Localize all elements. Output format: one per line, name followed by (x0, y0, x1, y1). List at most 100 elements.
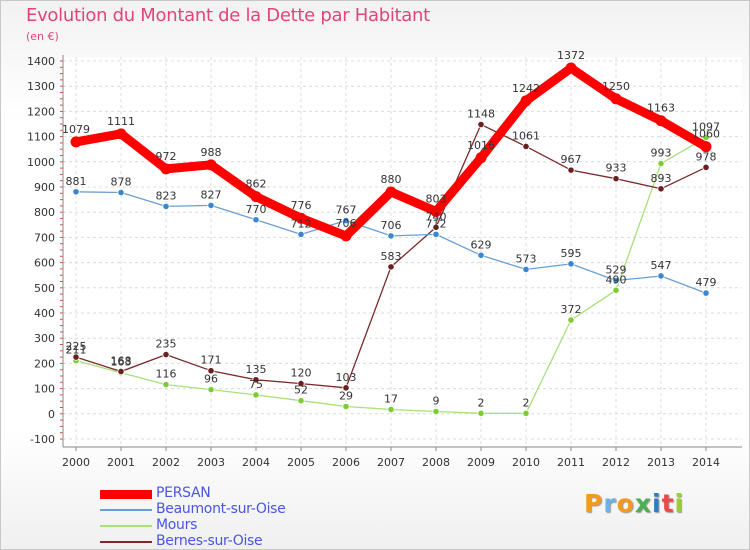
data-label: 1061 (512, 129, 540, 142)
legend-swatch (100, 541, 152, 543)
y-tick-label: 500 (34, 282, 55, 295)
data-point (432, 230, 440, 238)
data-point (432, 407, 440, 416)
data-point (612, 175, 620, 183)
data-point (612, 286, 620, 294)
data-point (342, 384, 350, 392)
x-tick-label: 2011 (557, 456, 585, 469)
legend-swatch (100, 490, 152, 499)
data-point (520, 95, 532, 107)
data-point (522, 409, 530, 417)
data-point (567, 316, 575, 324)
data-point (252, 216, 260, 224)
y-tick-label: 100 (34, 383, 55, 396)
x-tick-label: 2003 (197, 456, 225, 469)
plot-area (62, 57, 742, 443)
legend-item-bernes-sur-oise[interactable]: Bernes-sur-Oise (100, 533, 360, 550)
y-tick-label: 200 (34, 357, 55, 370)
data-point (702, 133, 710, 141)
data-label: 770 (246, 203, 267, 216)
data-label: 96 (204, 373, 218, 386)
data-point (565, 62, 577, 74)
logo-letter: t (661, 489, 675, 518)
data-label: 880 (381, 173, 402, 186)
data-point (162, 202, 170, 211)
legend-item-beaumont-sur-oise[interactable]: Beaumont-sur-Oise (100, 501, 360, 518)
x-tick-label: 2002 (152, 456, 180, 469)
legend-swatch (100, 525, 152, 527)
y-tick-label: 1000 (27, 156, 55, 169)
data-point (160, 163, 172, 175)
x-tick-label: 2000 (62, 456, 90, 469)
series-layer (70, 62, 712, 417)
data-point (207, 201, 215, 209)
data-point (430, 205, 442, 217)
x-tick-label: 2001 (107, 456, 135, 469)
logo-letter: i (674, 489, 685, 518)
data-point (72, 188, 80, 196)
legend-item-mours[interactable]: Mours (100, 517, 360, 534)
data-label: 17 (384, 393, 398, 406)
legend-label: PERSAN (156, 485, 211, 501)
data-point (477, 251, 485, 259)
x-tick-label: 2006 (332, 456, 360, 469)
y-tick-label: 700 (34, 231, 55, 244)
legend-label: Bernes-sur-Oise (156, 533, 263, 549)
data-point (567, 166, 575, 174)
data-label: 2 (523, 396, 530, 409)
chart-title: Evolution du Montant de la Dette par Hab… (26, 5, 430, 26)
data-label: 1079 (62, 123, 90, 136)
proxiti-logo: Proxiti (584, 489, 684, 518)
data-point (252, 391, 260, 399)
data-point (297, 397, 305, 405)
data-point (522, 265, 530, 274)
y-tick-label: 1200 (27, 105, 55, 118)
data-label: 75 (249, 378, 263, 391)
data-label: 988 (201, 146, 222, 159)
data-label: 573 (516, 252, 537, 265)
data-label: 29 (339, 389, 353, 402)
x-tick-label: 2014 (692, 456, 720, 469)
data-label: 103 (336, 371, 357, 384)
data-point (477, 120, 485, 129)
legend-item-persan[interactable]: PERSAN (100, 485, 360, 502)
data-point (387, 405, 395, 414)
data-point (117, 367, 125, 376)
data-label: 803 (426, 192, 447, 205)
legend-label: Mours (156, 517, 198, 533)
data-label: 547 (651, 259, 672, 272)
data-label: 862 (246, 178, 267, 191)
data-label: 135 (246, 363, 267, 376)
logo-letter: P (584, 489, 604, 518)
x-tick-label: 2012 (602, 456, 630, 469)
data-point (70, 136, 82, 148)
data-point (475, 152, 487, 164)
data-label: 372 (561, 303, 582, 316)
y-tick-label: 600 (34, 257, 55, 270)
data-label: 712 (426, 217, 447, 230)
data-point (162, 380, 170, 389)
y-tick-label: 1300 (27, 80, 55, 93)
legend-label: Beaumont-sur-Oise (156, 501, 286, 517)
data-label: 706 (381, 219, 402, 232)
data-point (657, 272, 665, 280)
logo-letter: x (634, 489, 652, 518)
y-tick-label: 400 (34, 307, 55, 320)
data-point (297, 230, 305, 238)
data-label: 235 (156, 338, 177, 351)
data-label: 116 (156, 368, 177, 381)
data-label: 595 (561, 247, 582, 260)
chart-legend: PERSAN Beaumont-sur-Oise Mours Bernes-su… (100, 485, 360, 550)
label-layer: 211 163 116 96 75 52 29 17 9 2 2 372 490 993 1097 225 16… (62, 49, 720, 409)
data-point (250, 191, 262, 203)
logo-letter: r (603, 489, 617, 518)
data-label: 706 (336, 217, 357, 230)
data-label: 993 (651, 147, 672, 160)
data-label: 225 (66, 340, 87, 353)
data-point (702, 163, 710, 171)
data-point (207, 386, 215, 394)
data-label: 120 (291, 367, 312, 380)
data-label: 776 (291, 199, 312, 212)
data-label: 978 (696, 150, 717, 163)
